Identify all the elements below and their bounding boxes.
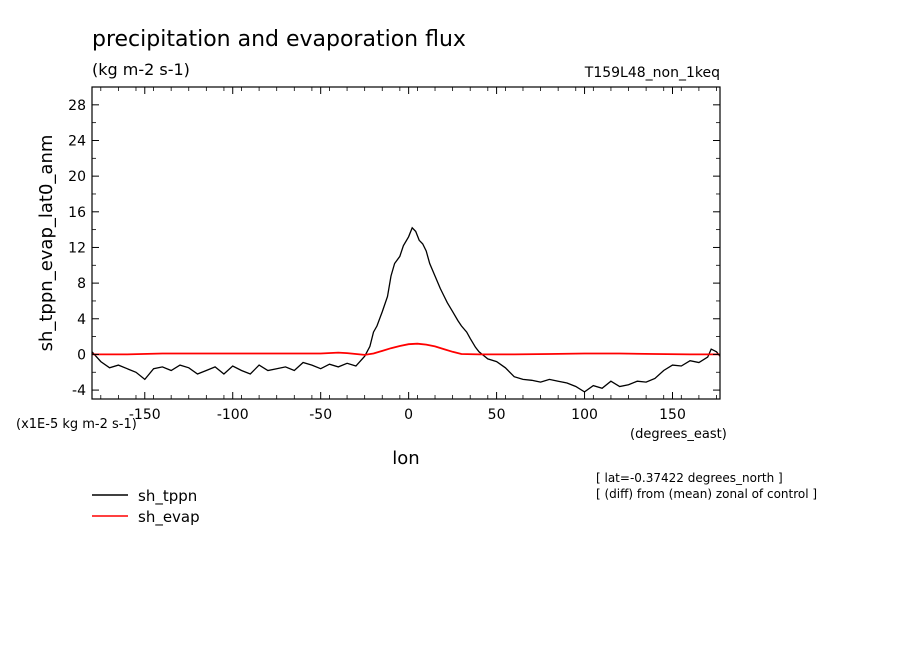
y-axis-ticks: -4 0 4 8 12 16 20 24 28: [68, 98, 720, 399]
experiment-label: T159L48_non_1keq: [584, 65, 720, 81]
units-label: (kg m-2 s-1): [92, 60, 190, 79]
y-tick-label: -4: [72, 383, 86, 399]
chart-title: precipitation and evaporation flux: [92, 27, 466, 52]
legend: sh_tppn sh_evap: [92, 487, 200, 527]
plot-area: -150 -100 -50 0 50 100 150 -4 0 4 8 12 16 20 24 28: [68, 86, 721, 423]
y-tick-label: 0: [77, 347, 86, 363]
x-tick-label: 50: [488, 407, 506, 423]
y-tick-label: 4: [77, 312, 86, 328]
legend-label-sh-tppn: sh_tppn: [138, 487, 197, 506]
x-tick-label: 0: [404, 407, 413, 423]
x-tick-label: 100: [571, 407, 598, 423]
y-tick-label: 24: [68, 133, 86, 149]
diff-note: [ (diff) from (mean) zonal of control ]: [596, 487, 817, 501]
x-tick-label: -50: [309, 407, 332, 423]
x-axis-label: lon: [392, 448, 419, 469]
x-tick-label: 150: [659, 407, 686, 423]
legend-label-sh-evap: sh_evap: [138, 508, 200, 527]
y-tick-label: 12: [68, 240, 86, 256]
y-tick-label: 8: [77, 276, 86, 292]
plot-frame: [91, 86, 721, 400]
series-layer: [91, 226, 721, 393]
x-tick-label: -150: [129, 407, 161, 423]
y-tick-label: 16: [68, 205, 86, 221]
x-tick-label: -100: [217, 407, 249, 423]
y-tick-label: 20: [68, 169, 86, 185]
series-line-sh-tppn: [91, 226, 721, 393]
y-tick-label: 28: [68, 98, 86, 114]
x-axis-ticks: -150 -100 -50 0 50 100 150: [129, 87, 686, 423]
y-axis-label: sh_tppn_evap_lat0_anm: [36, 135, 57, 352]
x-units-label: (degrees_east): [630, 427, 727, 442]
y-scale-note: (x1E-5 kg m-2 s-1): [16, 417, 137, 432]
series-line-sh-evap: [92, 342, 720, 356]
minor-ticks: [92, 86, 720, 399]
latitude-note: [ lat=-0.37422 degrees_north ]: [596, 471, 783, 485]
